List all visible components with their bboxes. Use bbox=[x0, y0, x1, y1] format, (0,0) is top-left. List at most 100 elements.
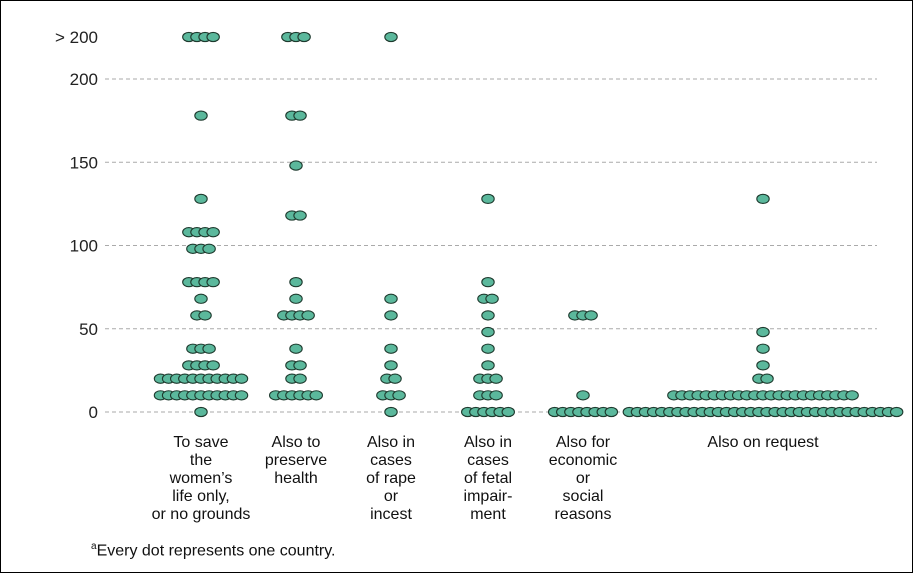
country-dot bbox=[202, 343, 216, 354]
country-dot bbox=[206, 360, 220, 371]
category-labels: To save the women’s life only, or no grounds… bbox=[152, 434, 820, 523]
country-dot bbox=[501, 406, 515, 418]
dot-layer bbox=[153, 31, 904, 418]
category-label-line: To save bbox=[173, 434, 228, 451]
country-dot bbox=[388, 373, 402, 384]
country-dot bbox=[198, 310, 212, 321]
country-dot bbox=[481, 326, 495, 338]
y-tick-label: 200 bbox=[70, 70, 98, 89]
country-dot bbox=[384, 31, 398, 43]
y-tick-label: 50 bbox=[79, 320, 98, 339]
category-label-line: Also for bbox=[556, 434, 611, 451]
country-dot bbox=[202, 243, 216, 254]
category-label-line: Also to bbox=[272, 434, 321, 451]
country-dot bbox=[489, 390, 503, 401]
category-label-line: the bbox=[190, 452, 212, 469]
country-dot bbox=[194, 293, 208, 304]
country-dot bbox=[293, 110, 307, 121]
country-dot bbox=[481, 193, 495, 205]
country-dot bbox=[206, 276, 220, 288]
category-label-line: cases bbox=[370, 452, 412, 469]
country-dot bbox=[485, 293, 499, 304]
category-label-line: health bbox=[274, 470, 318, 487]
category-label-line: cases bbox=[467, 452, 509, 469]
country-dot bbox=[481, 276, 495, 288]
category-label-line: life only, bbox=[172, 488, 230, 505]
category-label-line: impair- bbox=[464, 488, 513, 505]
country-dot bbox=[584, 310, 598, 321]
y-tick-label: 0 bbox=[89, 403, 98, 422]
category-dots bbox=[460, 193, 515, 418]
category-label-line: or no grounds bbox=[152, 506, 251, 523]
country-dot bbox=[234, 373, 249, 384]
country-dot bbox=[392, 390, 406, 401]
country-dot bbox=[756, 360, 770, 371]
category-label-line: or bbox=[576, 470, 591, 487]
category-label-line: Also on request bbox=[707, 434, 819, 451]
country-dot bbox=[481, 360, 495, 371]
country-dot bbox=[481, 310, 495, 321]
country-dot bbox=[289, 160, 303, 171]
category-label-line: or bbox=[384, 488, 399, 505]
category-label-line: Also in bbox=[464, 434, 512, 451]
category-label: Also in cases of fetal impair-ment bbox=[464, 434, 513, 523]
country-dot bbox=[289, 343, 303, 354]
country-dot bbox=[576, 390, 590, 401]
country-dot bbox=[384, 310, 398, 321]
country-dot bbox=[604, 406, 619, 418]
category-dots bbox=[376, 31, 406, 418]
country-dot bbox=[481, 343, 495, 354]
country-dot bbox=[889, 406, 904, 418]
y-axis-ticks: 0 50 100 150 200 > 200 bbox=[55, 28, 98, 422]
country-dot bbox=[234, 390, 249, 401]
category-label: Also on request bbox=[707, 434, 819, 451]
country-dot bbox=[489, 373, 503, 384]
category-label-line: of fetal bbox=[464, 470, 512, 487]
footnote-marker: a bbox=[91, 541, 97, 552]
category-label: To save the women’s life only, or no grounds bbox=[152, 434, 251, 523]
y-tick-label: > 200 bbox=[55, 28, 98, 47]
country-dot bbox=[194, 193, 208, 205]
footnote-text: Every dot represents one country. bbox=[96, 542, 336, 560]
y-tick-label: 150 bbox=[70, 153, 98, 172]
country-dot bbox=[293, 373, 307, 384]
category-label-line: Also in bbox=[367, 434, 415, 451]
country-dot bbox=[206, 227, 220, 238]
category-label: Also in cases of rape or incest bbox=[366, 434, 416, 523]
category-label: Also to preserve health bbox=[265, 434, 327, 487]
country-dot bbox=[309, 390, 323, 401]
category-label-line: social bbox=[563, 488, 604, 505]
country-dot bbox=[293, 360, 307, 371]
category-label-line: women’s bbox=[169, 470, 233, 487]
category-dots bbox=[547, 310, 619, 418]
category-dots bbox=[268, 31, 323, 401]
category-dots bbox=[153, 31, 249, 418]
country-dot bbox=[301, 310, 315, 321]
category-label: Also for economic or social reasons bbox=[549, 434, 617, 523]
country-dot bbox=[760, 373, 774, 384]
category-dots bbox=[622, 193, 904, 418]
country-dot bbox=[756, 193, 770, 205]
footnote: aEvery dot represents one country. bbox=[91, 541, 336, 560]
y-tick-label: 100 bbox=[70, 237, 98, 256]
category-label-line: of rape bbox=[366, 470, 416, 487]
country-dot bbox=[194, 110, 208, 121]
category-label-line: preserve bbox=[265, 452, 327, 469]
country-dot bbox=[845, 390, 859, 401]
country-dot bbox=[293, 210, 307, 221]
country-dot bbox=[756, 326, 770, 338]
category-label-line: ment bbox=[470, 506, 506, 523]
country-dot bbox=[384, 343, 398, 354]
country-dot bbox=[289, 293, 303, 304]
country-dot bbox=[756, 343, 770, 354]
country-dot bbox=[297, 31, 311, 43]
country-dot bbox=[194, 406, 208, 418]
country-dot bbox=[206, 31, 220, 43]
country-dot bbox=[384, 293, 398, 304]
country-dot bbox=[384, 360, 398, 371]
category-label-line: economic bbox=[549, 452, 617, 469]
country-dot bbox=[289, 276, 303, 288]
category-label-line: incest bbox=[370, 506, 412, 523]
